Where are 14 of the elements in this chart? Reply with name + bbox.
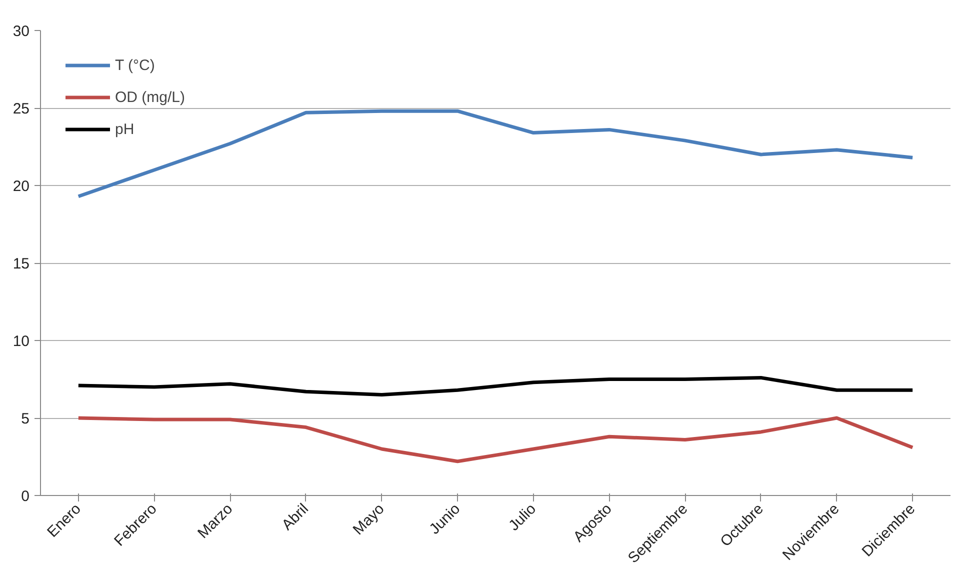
y-tick-label: 0 bbox=[21, 488, 30, 505]
y-tick-label: 5 bbox=[21, 410, 30, 428]
legend-label: OD (mg/L) bbox=[115, 88, 186, 106]
x-tick-label: Julio bbox=[506, 500, 540, 534]
line-series bbox=[76, 109, 914, 198]
y-tick-label: 25 bbox=[12, 100, 30, 118]
legend-label: T (°C) bbox=[115, 56, 155, 74]
legend-label: pH bbox=[115, 120, 135, 138]
y-tick-label: 30 bbox=[12, 23, 30, 40]
y-tick-label: 15 bbox=[12, 256, 30, 272]
y-tick-label: 20 bbox=[12, 178, 30, 195]
y-tick-label: 10 bbox=[12, 333, 30, 350]
line-series bbox=[76, 376, 914, 396]
line-series bbox=[76, 416, 914, 464]
